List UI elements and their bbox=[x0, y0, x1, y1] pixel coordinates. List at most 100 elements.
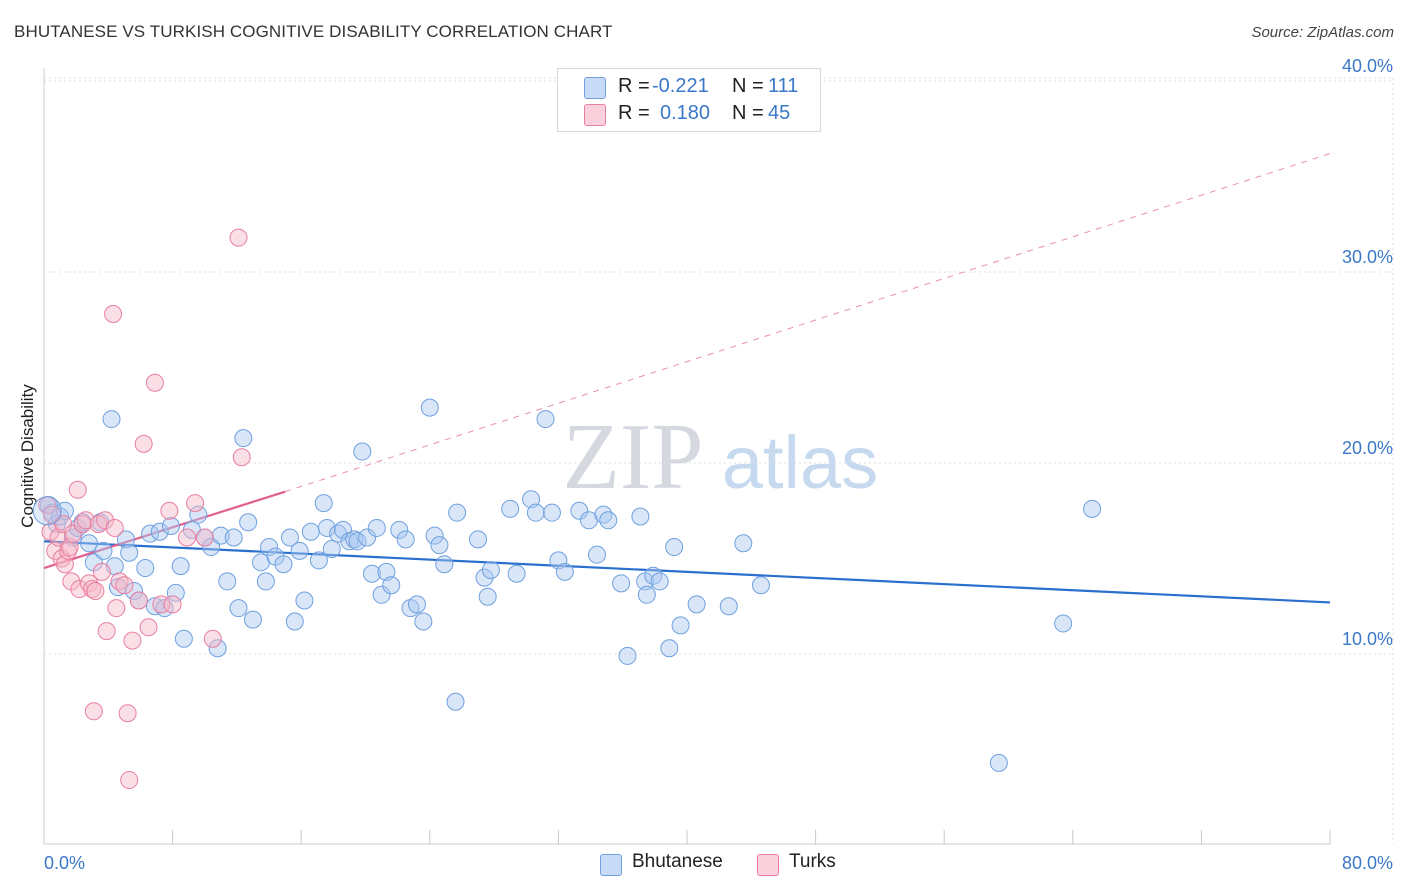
data-point-bhutanese bbox=[989, 753, 1008, 772]
data-point-bhutanese bbox=[260, 538, 279, 557]
y-tick-label: 30.0% bbox=[1342, 247, 1393, 267]
data-point-bhutanese bbox=[522, 490, 541, 509]
data-point-bhutanese bbox=[507, 564, 526, 583]
data-point-bhutanese bbox=[687, 595, 706, 614]
data-point-bhutanese bbox=[671, 616, 690, 635]
chart-title: BHUTANESE VS TURKISH COGNITIVE DISABILIT… bbox=[14, 22, 613, 41]
legend-n-label: N = bbox=[732, 102, 764, 124]
data-point-bhutanese bbox=[274, 555, 293, 574]
data-point-bhutanese bbox=[322, 539, 341, 558]
data-point-bhutanese bbox=[295, 591, 314, 610]
data-point-turks bbox=[203, 629, 222, 648]
data-point-bhutanese bbox=[650, 572, 669, 591]
data-point-bhutanese bbox=[125, 581, 144, 600]
data-point-turks bbox=[70, 580, 89, 599]
data-point-bhutanese bbox=[430, 536, 449, 555]
data-point-bhutanese bbox=[301, 522, 320, 541]
data-point-bhutanese bbox=[314, 494, 333, 513]
data-point-bhutanese bbox=[224, 528, 243, 547]
data-point-bhutanese bbox=[631, 507, 650, 526]
data-point-turks bbox=[163, 595, 182, 614]
trend-extension-turks bbox=[284, 153, 1331, 493]
source-label: Source: ZipAtlas.com bbox=[1251, 24, 1394, 41]
data-point-turks bbox=[118, 704, 137, 723]
data-point-bhutanese bbox=[377, 562, 396, 581]
data-point-bhutanese bbox=[618, 646, 637, 665]
data-point-bhutanese bbox=[239, 513, 258, 532]
data-point-turks bbox=[145, 373, 164, 392]
legend-swatch-bhutanese bbox=[600, 854, 622, 876]
data-point-bhutanese bbox=[425, 526, 444, 545]
data-point-turks bbox=[68, 480, 87, 499]
data-point-turks bbox=[54, 515, 73, 534]
legend-swatch-bhutanese bbox=[584, 77, 606, 99]
data-point-turks bbox=[63, 524, 82, 543]
data-point-bhutanese bbox=[637, 585, 656, 604]
legend-n-value: 111 bbox=[768, 75, 799, 97]
data-point-bhutanese bbox=[570, 501, 589, 520]
data-point-turks bbox=[83, 580, 102, 599]
y-tick-label: 10.0% bbox=[1342, 629, 1393, 649]
data-point-turks bbox=[105, 518, 124, 537]
legend-label-bhutanese: Bhutanese bbox=[632, 851, 723, 872]
data-point-bhutanese bbox=[435, 555, 454, 574]
data-point-turks bbox=[120, 771, 139, 790]
y-tick-label: 20.0% bbox=[1342, 438, 1393, 458]
data-point-bhutanese bbox=[358, 528, 377, 547]
data-point-bhutanese bbox=[80, 534, 99, 553]
data-point-bhutanese bbox=[309, 551, 328, 570]
data-point-bhutanese bbox=[317, 518, 336, 537]
data-point-bhutanese bbox=[501, 499, 520, 518]
data-point-bhutanese bbox=[587, 545, 606, 564]
data-point-bhutanese bbox=[120, 543, 139, 562]
data-point-bhutanese bbox=[136, 559, 155, 578]
data-point-bhutanese bbox=[234, 429, 253, 448]
legend-swatch-turks bbox=[584, 104, 606, 126]
data-point-bhutanese bbox=[290, 541, 309, 560]
data-point-bhutanese bbox=[478, 587, 497, 606]
data-point-bhutanese bbox=[171, 557, 190, 576]
data-point-bhutanese bbox=[32, 496, 62, 526]
data-point-turks bbox=[97, 622, 116, 641]
data-point-bhutanese bbox=[285, 612, 304, 631]
data-point-bhutanese bbox=[382, 576, 401, 595]
data-point-bhutanese bbox=[594, 505, 613, 524]
data-point-bhutanese bbox=[448, 503, 467, 522]
data-point-bhutanese bbox=[63, 528, 82, 547]
legend-n-value: 45 bbox=[768, 102, 791, 124]
data-point-bhutanese bbox=[665, 538, 684, 557]
data-point-bhutanese bbox=[475, 568, 494, 587]
data-point-turks bbox=[134, 434, 153, 453]
data-point-bhutanese bbox=[390, 520, 409, 539]
data-point-bhutanese bbox=[555, 562, 574, 581]
x-tick-label: 0.0% bbox=[44, 853, 85, 873]
data-point-turks bbox=[80, 574, 99, 593]
data-point-bhutanese bbox=[94, 541, 113, 560]
data-point-turks bbox=[186, 494, 205, 513]
trend-line-bhutanese bbox=[43, 540, 1331, 604]
data-point-bhutanese bbox=[174, 629, 193, 648]
y-tick-label: 40.0% bbox=[1342, 56, 1393, 76]
legend-label-turks: Turks bbox=[789, 851, 836, 872]
data-point-turks bbox=[60, 538, 79, 557]
data-point-bhutanese bbox=[420, 398, 439, 417]
data-point-bhutanese bbox=[1054, 614, 1073, 633]
data-point-turks bbox=[104, 305, 123, 324]
data-point-bhutanese bbox=[102, 410, 121, 429]
data-point-bhutanese bbox=[367, 518, 386, 537]
data-point-turks bbox=[178, 528, 197, 547]
data-point-bhutanese bbox=[414, 612, 433, 631]
data-point-bhutanese bbox=[362, 564, 381, 583]
data-point-bhutanese bbox=[542, 503, 561, 522]
legend-n-label: N = bbox=[732, 75, 764, 97]
legend-r-value: 0.180 bbox=[660, 102, 711, 124]
data-point-bhutanese bbox=[446, 692, 465, 711]
data-point-bhutanese bbox=[280, 528, 299, 547]
data-point-turks bbox=[96, 511, 115, 530]
data-point-turks bbox=[84, 702, 103, 721]
data-point-bhutanese bbox=[751, 576, 770, 595]
data-point-turks bbox=[160, 501, 179, 520]
data-point-bhutanese bbox=[1083, 499, 1102, 518]
data-point-bhutanese bbox=[612, 574, 631, 593]
